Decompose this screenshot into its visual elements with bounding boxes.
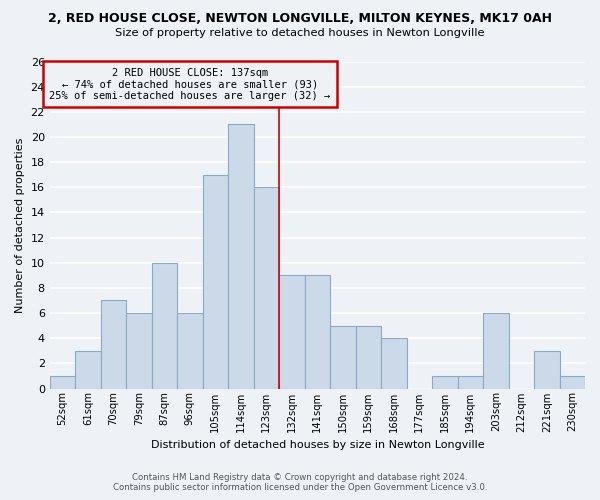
Bar [330,326,356,388]
Text: 2, RED HOUSE CLOSE, NEWTON LONGVILLE, MILTON KEYNES, MK17 0AH: 2, RED HOUSE CLOSE, NEWTON LONGVILLE, MI… [48,12,552,26]
Text: Size of property relative to detached houses in Newton Longville: Size of property relative to detached ho… [115,28,485,38]
Bar [432,376,458,388]
Bar [305,276,330,388]
Bar [228,124,254,388]
X-axis label: Distribution of detached houses by size in Newton Longville: Distribution of detached houses by size … [151,440,484,450]
Bar [458,376,483,388]
Bar [126,313,152,388]
Bar [534,351,560,389]
Bar [203,174,228,388]
Bar [483,313,509,388]
Y-axis label: Number of detached properties: Number of detached properties [15,138,25,312]
Text: Contains HM Land Registry data © Crown copyright and database right 2024.
Contai: Contains HM Land Registry data © Crown c… [113,473,487,492]
Bar [356,326,381,388]
Bar [254,188,279,388]
Bar [177,313,203,388]
Bar [279,276,305,388]
Bar [560,376,585,388]
Text: 2 RED HOUSE CLOSE: 137sqm
← 74% of detached houses are smaller (93)
25% of semi-: 2 RED HOUSE CLOSE: 137sqm ← 74% of detac… [49,68,331,100]
Bar [50,376,75,388]
Bar [101,300,126,388]
Bar [75,351,101,389]
Bar [152,262,177,388]
Bar [381,338,407,388]
